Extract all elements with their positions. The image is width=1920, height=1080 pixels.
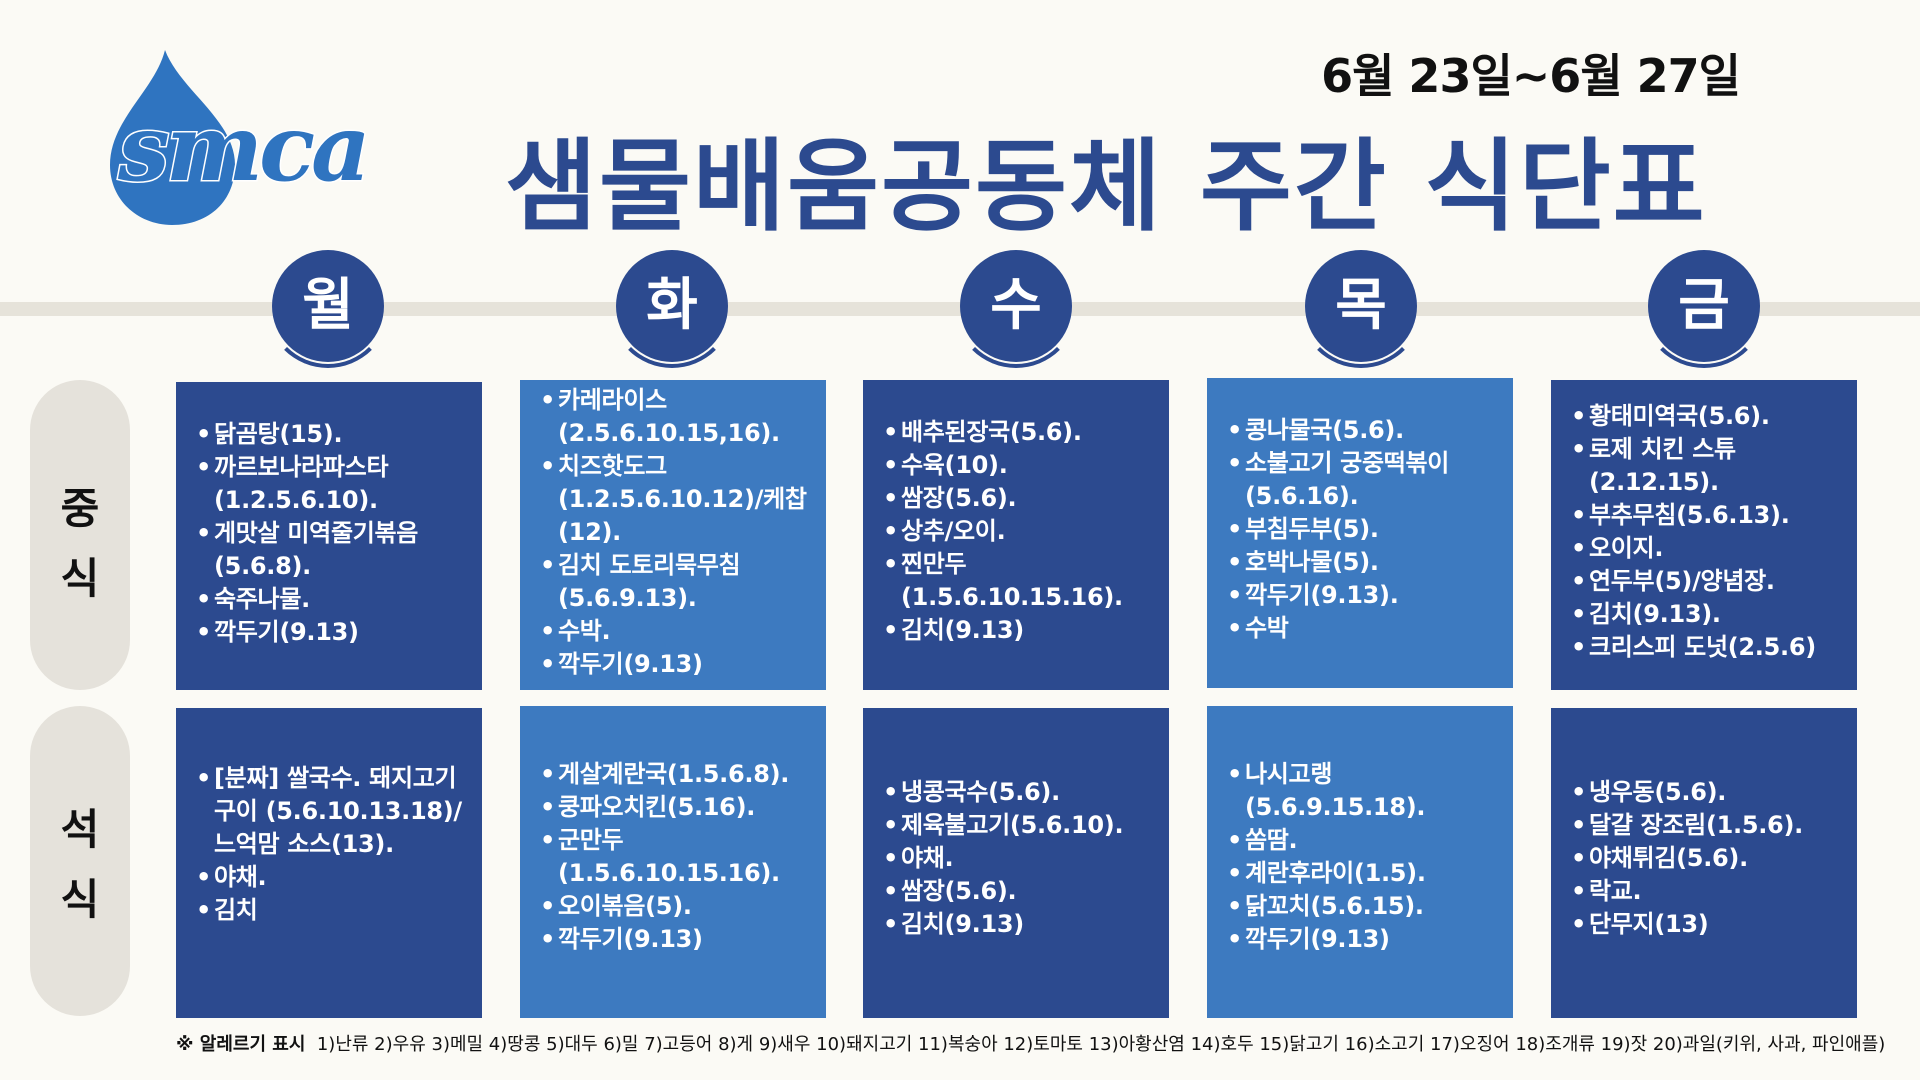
menu-item: 닭곰탕(15). <box>192 418 476 451</box>
allergy-legend: ※ 알레르기 표시 1)난류 2)우유 3)메밀 4)땅콩 5)대두 6)밀 7… <box>176 1030 1885 1056</box>
menu-item: 콩나물국(5.6). <box>1223 414 1507 447</box>
allergy-legend-label: ※ 알레르기 표시 <box>176 1034 306 1055</box>
day-badge-wed: 수 <box>954 250 1084 374</box>
menu-list: 게살계란국(1.5.6.8).쿵파오치킨(5.16).군만두 (1.5.6.10… <box>536 758 820 956</box>
menu-item: 깍두기(9.13) <box>1223 923 1507 956</box>
menu-item: 계란후라이(1.5). <box>1223 857 1507 890</box>
menu-item: 쿵파오치킨(5.16). <box>536 791 820 824</box>
menu-item: 배추된장국(5.6). <box>879 416 1163 449</box>
menu-box-dinner-wed: 냉콩국수(5.6).제육불고기(5.6.10).야채.쌈장(5.6).김치(9.… <box>863 708 1169 1018</box>
menu-item: 야채튀김(5.6). <box>1567 842 1851 875</box>
menu-item: 달걀 장조림(1.5.6). <box>1567 809 1851 842</box>
menu-item: 김치 <box>192 894 476 927</box>
menu-box-lunch-wed: 배추된장국(5.6).수육(10).쌈장(5.6).상추/오이.찐만두 (1.5… <box>863 380 1169 690</box>
menu-box-dinner-thu: 나시고랭 (5.6.9.15.18).쏨땀.계란후라이(1.5).닭꼬치(5.6… <box>1207 706 1513 1018</box>
menu-item: 황태미역국(5.6). <box>1567 400 1851 433</box>
row-label-dinner: 석 식 <box>30 706 130 1016</box>
day-badge-mon: 월 <box>266 250 396 374</box>
menu-item: 상추/오이. <box>879 515 1163 548</box>
menu-item: 김치(9.13) <box>879 908 1163 941</box>
menu-item: 수박. <box>536 615 820 648</box>
menu-item: 부침두부(5). <box>1223 513 1507 546</box>
menu-item: 단무지(13) <box>1567 908 1851 941</box>
menu-list: 닭곰탕(15).까르보나라파스타 (1.2.5.6.10).게맛살 미역줄기볶음… <box>192 418 476 649</box>
menu-item: 까르보나라파스타 (1.2.5.6.10). <box>192 451 476 517</box>
menu-box-dinner-fri: 냉우동(5.6).달걀 장조림(1.5.6).야채튀김(5.6).락교.단무지(… <box>1551 708 1857 1018</box>
menu-item: 냉콩국수(5.6). <box>879 776 1163 809</box>
day-badge-fri: 금 <box>1642 250 1772 374</box>
menu-list: 배추된장국(5.6).수육(10).쌈장(5.6).상추/오이.찐만두 (1.5… <box>879 416 1163 647</box>
menu-item: 나시고랭 (5.6.9.15.18). <box>1223 758 1507 824</box>
menu-item: 부추무침(5.6.13). <box>1567 499 1851 532</box>
menu-item: 쌈장(5.6). <box>879 875 1163 908</box>
menu-item: 오이볶음(5). <box>536 890 820 923</box>
menu-item: 야채. <box>879 842 1163 875</box>
allergy-legend-text: 1)난류 2)우유 3)메밀 4)땅콩 5)대두 6)밀 7)고등어 8)게 9… <box>316 1034 1886 1055</box>
menu-box-lunch-fri: 황태미역국(5.6).로제 치킨 스튜 (2.12.15).부추무침(5.6.1… <box>1551 380 1857 690</box>
menu-item: 김치(9.13). <box>1567 598 1851 631</box>
menu-item: 닭꼬치(5.6.15). <box>1223 890 1507 923</box>
menu-item: 카레라이스 (2.5.6.10.15,16). <box>536 384 820 450</box>
menu-list: 냉우동(5.6).달걀 장조림(1.5.6).야채튀김(5.6).락교.단무지(… <box>1567 776 1851 941</box>
menu-item: 로제 치킨 스튜 (2.12.15). <box>1567 433 1851 499</box>
menu-list: 나시고랭 (5.6.9.15.18).쏨땀.계란후라이(1.5).닭꼬치(5.6… <box>1223 758 1507 956</box>
menu-item: 야채. <box>192 861 476 894</box>
menu-item: 치즈핫도그 (1.2.5.6.10.12)/케찹 (12). <box>536 450 820 549</box>
menu-item: 크리스피 도넛(2.5.6) <box>1567 631 1851 664</box>
menu-list: 냉콩국수(5.6).제육불고기(5.6.10).야채.쌈장(5.6).김치(9.… <box>879 776 1163 941</box>
menu-item: [분짜] 쌀국수. 돼지고기구이 (5.6.10.13.18)/느억맘 소스(1… <box>192 762 476 861</box>
menu-box-lunch-tue: 카레라이스 (2.5.6.10.15,16).치즈핫도그 (1.2.5.6.10… <box>520 380 826 690</box>
day-badge-tue: 화 <box>610 250 740 374</box>
menu-box-lunch-thu: 콩나물국(5.6).소불고기 궁중떡볶이 (5.6.16).부침두부(5).호박… <box>1207 378 1513 688</box>
menu-list: 카레라이스 (2.5.6.10.15,16).치즈핫도그 (1.2.5.6.10… <box>536 384 820 681</box>
menu-item: 소불고기 궁중떡볶이 (5.6.16). <box>1223 447 1507 513</box>
menu-item: 숙주나물. <box>192 583 476 616</box>
menu-item: 쌈장(5.6). <box>879 482 1163 515</box>
row-label-lunch: 중 식 <box>30 380 130 690</box>
page-title: 샘물배움공동체 주간 식단표 <box>505 128 1707 245</box>
menu-item: 연두부(5)/양념장. <box>1567 565 1851 598</box>
menu-item: 군만두 (1.5.6.10.15.16). <box>536 824 820 890</box>
menu-box-dinner-tue: 게살계란국(1.5.6.8).쿵파오치킨(5.16).군만두 (1.5.6.10… <box>520 706 826 1018</box>
smca-logo: smca <box>100 50 440 230</box>
menu-item: 깍두기(9.13). <box>1223 579 1507 612</box>
menu-item: 깍두기(9.13) <box>536 923 820 956</box>
menu-item: 수박 <box>1223 612 1507 645</box>
menu-box-lunch-mon: 닭곰탕(15).까르보나라파스타 (1.2.5.6.10).게맛살 미역줄기볶음… <box>176 382 482 690</box>
menu-item: 쏨땀. <box>1223 824 1507 857</box>
menu-item: 깍두기(9.13) <box>192 616 476 649</box>
menu-item: 김치(9.13) <box>879 614 1163 647</box>
date-range: 6월 23일~6월 27일 <box>1321 49 1741 103</box>
menu-box-dinner-mon: [분짜] 쌀국수. 돼지고기구이 (5.6.10.13.18)/느억맘 소스(1… <box>176 708 482 1018</box>
menu-item: 락교. <box>1567 875 1851 908</box>
menu-item: 호박나물(5). <box>1223 546 1507 579</box>
menu-item: 찐만두 (1.5.6.10.15.16). <box>879 548 1163 614</box>
logo-wordmark: smca <box>117 94 367 202</box>
menu-item: 깍두기(9.13) <box>536 648 820 681</box>
menu-list: 콩나물국(5.6).소불고기 궁중떡볶이 (5.6.16).부침두부(5).호박… <box>1223 414 1507 645</box>
menu-item: 게맛살 미역줄기볶음 (5.6.8). <box>192 517 476 583</box>
menu-item: 냉우동(5.6). <box>1567 776 1851 809</box>
menu-item: 김치 도토리묵무침 (5.6.9.13). <box>536 549 820 615</box>
menu-list: [분짜] 쌀국수. 돼지고기구이 (5.6.10.13.18)/느억맘 소스(1… <box>192 762 476 927</box>
menu-item: 게살계란국(1.5.6.8). <box>536 758 820 791</box>
day-badge-thu: 목 <box>1299 250 1429 374</box>
menu-item: 오이지. <box>1567 532 1851 565</box>
menu-item: 제육불고기(5.6.10). <box>879 809 1163 842</box>
menu-item: 수육(10). <box>879 449 1163 482</box>
menu-list: 황태미역국(5.6).로제 치킨 스튜 (2.12.15).부추무침(5.6.1… <box>1567 400 1851 664</box>
